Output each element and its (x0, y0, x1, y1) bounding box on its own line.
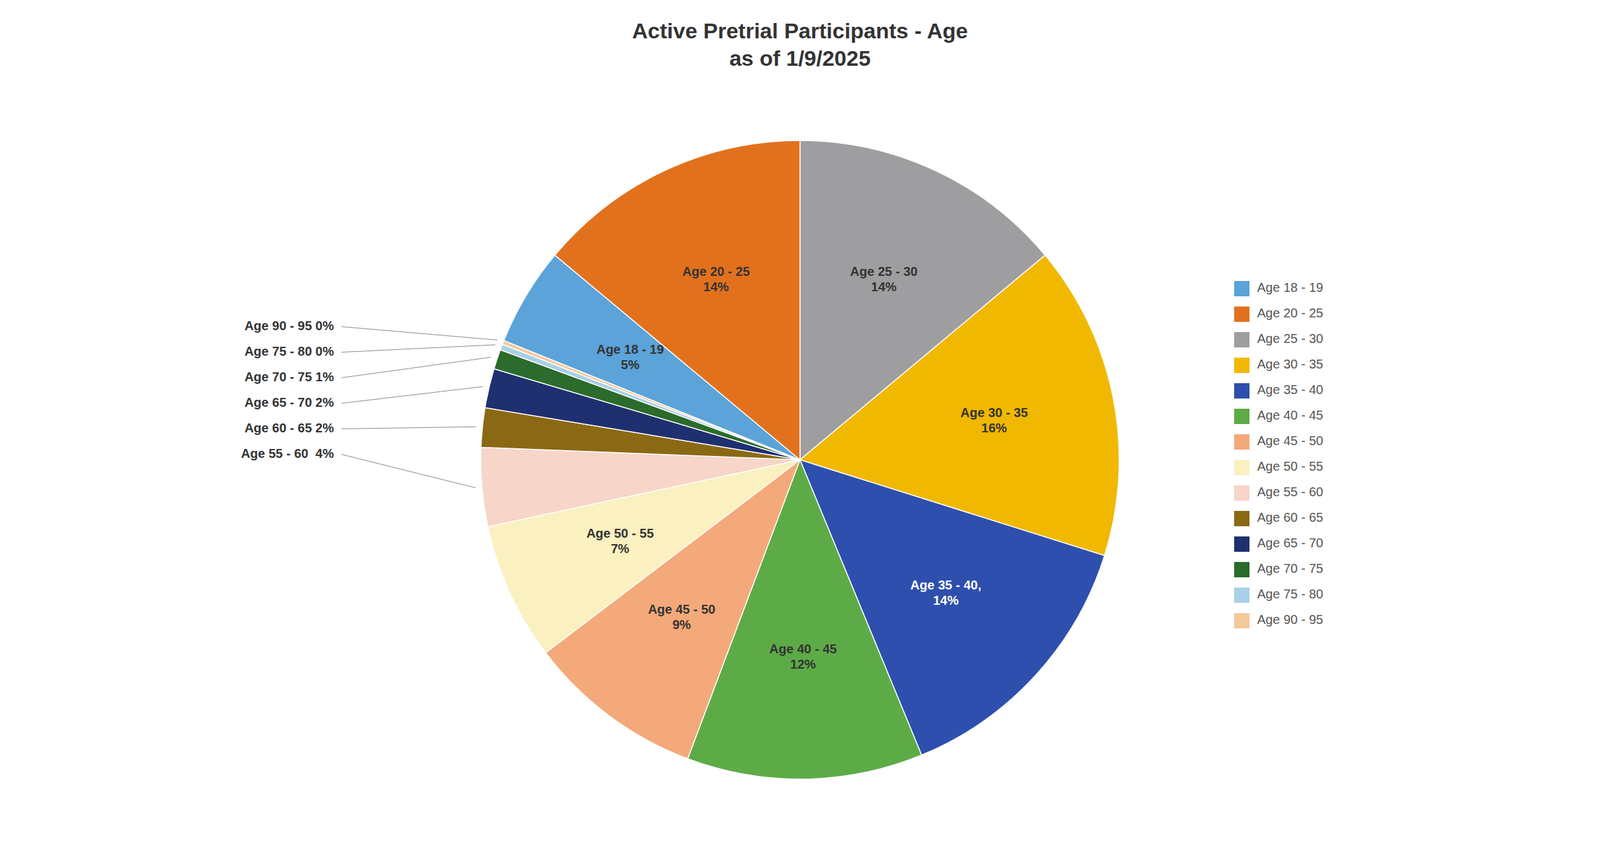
legend-item: Age 50 - 55 (1234, 459, 1323, 476)
data-label-line: 5% (621, 357, 640, 372)
data-labels: Age 25 - 3014%Age 30 - 3516%Age 35 - 40,… (240, 264, 1028, 672)
legend-swatch (1234, 280, 1250, 297)
data-label: Age 35 - 40,14% (910, 577, 982, 608)
legend-swatch (1234, 536, 1250, 552)
data-label: Age 55 - 60 4% (240, 446, 334, 461)
data-label-line: Age 45 - 50 (648, 602, 716, 617)
leader-line (341, 356, 491, 378)
data-label-line: Age 30 - 35 (960, 405, 1028, 420)
data-label-line: Age 20 - 25 (682, 264, 751, 279)
legend-swatch (1234, 561, 1250, 578)
leader-line (341, 426, 477, 429)
leader-line (341, 344, 496, 353)
legend-swatch (1234, 587, 1250, 603)
legend-swatch (1234, 306, 1250, 322)
data-label-line: Age 25 - 30 (850, 264, 919, 279)
leader-line (341, 326, 498, 341)
data-label: Age 45 - 509% (648, 602, 716, 633)
legend-swatch (1234, 612, 1250, 629)
legend-swatch (1234, 357, 1250, 373)
data-label-line: Age 35 - 40, (910, 577, 982, 592)
legend-item: Age 75 - 80 (1234, 586, 1323, 603)
legend-item: Age 20 - 25 (1234, 305, 1323, 322)
legend-swatch (1234, 485, 1250, 501)
legend-item: Age 55 - 60 (1234, 484, 1323, 501)
legend-item: Age 35 - 40 (1234, 382, 1323, 399)
data-label-line: 7% (611, 541, 630, 556)
legend-swatch (1234, 434, 1250, 450)
pie-slice (480, 446, 800, 527)
data-label-line: Age 40 - 45 (769, 641, 838, 656)
chart-svg: Active Pretrial Participants - Ageas of … (0, 0, 1600, 843)
data-label: Age 50 - 557% (586, 526, 654, 556)
data-label: Age 25 - 3014% (850, 264, 919, 294)
legend-item: Age 70 - 75 (1234, 561, 1323, 578)
title-line: as of 1/9/2025 (729, 45, 871, 71)
data-label: Age 20 - 2514% (682, 264, 751, 294)
legend-item: Age 45 - 50 (1234, 433, 1323, 450)
legend-label: Age 90 - 95 (1257, 612, 1323, 627)
data-label-line: Age 50 - 55 (586, 526, 654, 541)
legend-label: Age 45 - 50 (1257, 433, 1323, 448)
data-label-line: 14% (932, 593, 959, 608)
data-label: Age 18 - 195% (596, 342, 665, 372)
legend-swatch (1234, 408, 1250, 424)
legend-label: Age 75 - 80 (1257, 586, 1323, 601)
data-label-line: 16% (981, 420, 1007, 435)
legend-swatch (1234, 332, 1250, 348)
legend-label: Age 18 - 19 (1257, 280, 1323, 295)
legend-label: Age 60 - 65 (1257, 510, 1323, 525)
data-label-line: 9% (672, 618, 691, 633)
data-label: Age 40 - 4512% (769, 641, 838, 672)
data-label: Age 60 - 65 2% (244, 420, 334, 435)
leader-line (341, 454, 476, 488)
chart-title: Active Pretrial Participants - Ageas of … (632, 18, 968, 71)
legend-label: Age 50 - 55 (1257, 459, 1323, 474)
data-label: Age 65 - 70 2% (244, 395, 334, 410)
data-label-line: Age 18 - 19 (596, 342, 665, 357)
legend-swatch (1234, 459, 1250, 476)
legend-label: Age 65 - 70 (1257, 535, 1323, 550)
legend-item: Age 25 - 30 (1234, 331, 1323, 348)
data-label: Age 75 - 80 0% (244, 344, 334, 359)
legend-item: Age 40 - 45 (1234, 407, 1323, 424)
legend-item: Age 18 - 19 (1234, 280, 1323, 297)
leader-line (341, 386, 483, 403)
data-label-line: 14% (870, 279, 897, 294)
legend-label: Age 70 - 75 (1257, 561, 1323, 576)
legend-label: Age 30 - 35 (1257, 356, 1323, 371)
legend-label: Age 25 - 30 (1257, 331, 1323, 346)
data-label: Age 30 - 3516% (960, 405, 1028, 435)
legend-label: Age 40 - 45 (1257, 407, 1323, 423)
legend-label: Age 55 - 60 (1257, 484, 1323, 499)
data-label: Age 70 - 75 1% (244, 369, 334, 384)
data-label-line: 12% (790, 656, 816, 672)
legend-label: Age 20 - 25 (1257, 305, 1323, 320)
legend-swatch (1234, 383, 1250, 399)
pie-slice (554, 140, 800, 460)
legend-item: Age 65 - 70 (1234, 535, 1323, 552)
pie (480, 140, 1120, 779)
data-label: Age 90 - 95 0% (244, 318, 334, 333)
legend-item: Age 30 - 35 (1234, 356, 1323, 373)
legend-swatch (1234, 510, 1250, 527)
title-line: Active Pretrial Participants - Age (632, 18, 968, 43)
data-label-line: 14% (703, 279, 730, 294)
legend-item: Age 60 - 65 (1234, 510, 1323, 527)
legend-label: Age 35 - 40 (1257, 382, 1323, 397)
legend: Age 18 - 19 Age 20 - 25 Age 25 - 30 Age 30 … (1234, 280, 1323, 629)
legend-item: Age 90 - 95 (1234, 612, 1323, 629)
